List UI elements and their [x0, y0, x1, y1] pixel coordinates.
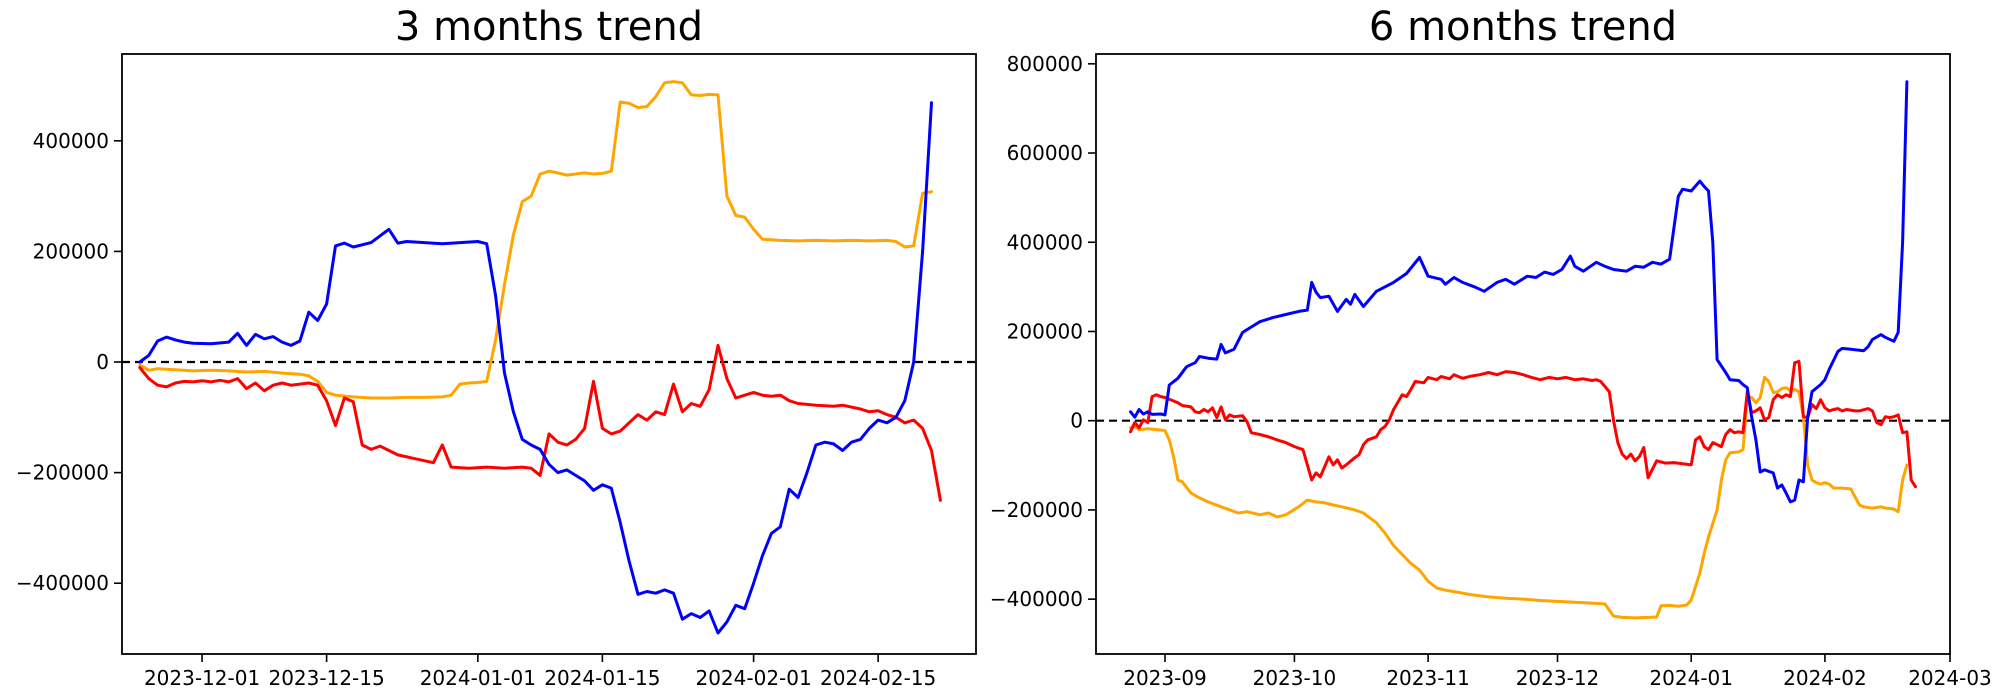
y-tick-label: 200000 — [1007, 319, 1083, 343]
x-tick-label: 2024-02-01 — [695, 666, 811, 690]
chart-title-3-months: 3 months trend — [395, 4, 703, 50]
chart-title-6-months: 6 months trend — [1369, 4, 1677, 50]
x-tick-label: 2024-03 — [1908, 666, 1992, 690]
y-tick-label: −400000 — [16, 571, 109, 595]
x-tick-label: 2023-12-01 — [144, 666, 260, 690]
series-line-orange — [138, 80, 933, 400]
x-tick-label: 2024-01 — [1649, 666, 1733, 690]
y-tick-label: −200000 — [16, 461, 109, 485]
chart-3-months-trend: −400000 −200000 0 200000 400000 2023-12-01 202… — [16, 53, 977, 690]
y-tick-label: −200000 — [990, 498, 1083, 522]
series-line-red — [1129, 359, 1917, 489]
y-tick-label: 200000 — [33, 239, 109, 263]
y-tick-label: 0 — [96, 350, 109, 374]
axes-box — [121, 53, 977, 655]
chart-6-months-trend: −400000 −200000 0 200000 400000 600000 800000 2… — [990, 52, 1992, 690]
series-line-orange — [1129, 375, 1909, 620]
axes-box — [1095, 53, 1951, 655]
x-tick-label: 2024-02 — [1783, 666, 1867, 690]
y-tick-label: 600000 — [1007, 141, 1083, 165]
x-tick-label: 2024-01-01 — [420, 666, 536, 690]
x-tick-label: 2023-09 — [1123, 666, 1207, 690]
x-tick-label: 2023-10 — [1253, 666, 1337, 690]
y-tick-label: 0 — [1070, 409, 1083, 433]
series-line-blue — [1129, 80, 1909, 504]
y-tick-label: 800000 — [1007, 52, 1083, 76]
series-line-red — [138, 343, 942, 502]
x-tick-label: 2023-12-15 — [268, 666, 384, 690]
series-line-blue — [138, 101, 933, 635]
x-tick-label: 2023-11 — [1386, 666, 1470, 690]
y-tick-label: 400000 — [1007, 230, 1083, 254]
y-tick-label: −400000 — [990, 587, 1083, 611]
y-tick-label: 400000 — [33, 129, 109, 153]
x-tick-label: 2023-12 — [1516, 666, 1600, 690]
x-tick-label: 2024-02-15 — [820, 666, 936, 690]
x-tick-label: 2024-01-15 — [544, 666, 660, 690]
